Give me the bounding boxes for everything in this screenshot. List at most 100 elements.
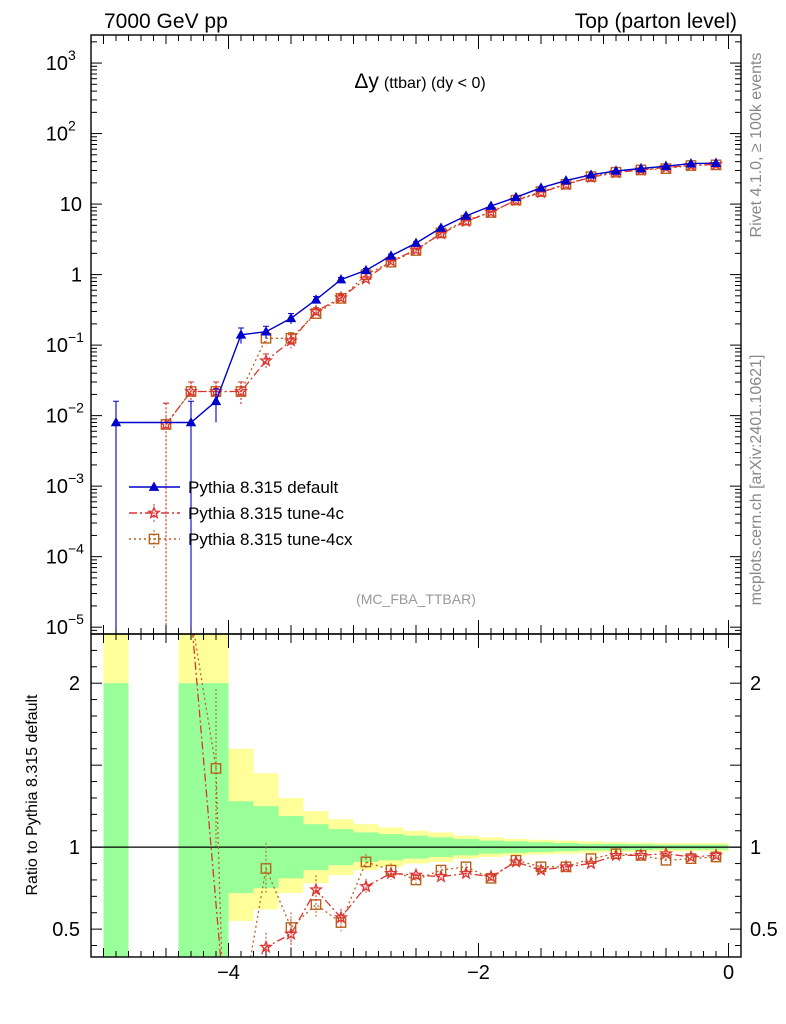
triangle-marker [260, 326, 272, 336]
star-marker [384, 866, 398, 880]
triangle-marker [285, 312, 297, 323]
lower-y-tick-label-right: 0.5 [750, 919, 778, 941]
series-0-line [116, 162, 717, 424]
lower-series-layer [192, 634, 723, 957]
triangle-marker [335, 274, 347, 284]
triangle-marker [435, 222, 447, 232]
star-marker [184, 384, 198, 398]
upper-y-tick-exponent: 2 [68, 118, 76, 134]
upper-y-tick-exponent: −3 [68, 470, 84, 486]
triangle-marker [148, 481, 160, 491]
star-marker [484, 204, 498, 219]
analysis-label: (MC_FBA_TTBAR) [356, 591, 476, 607]
star-marker [309, 882, 323, 896]
x-tick-label: −4 [217, 962, 240, 984]
upper-y-tick-label: 10 [46, 476, 68, 498]
square-marker [685, 853, 697, 864]
upper-y-tick-exponent: −1 [68, 329, 84, 345]
series-1-ratio-line [192, 634, 717, 957]
square-marker [260, 863, 272, 874]
lower-y-tick-label: 1 [69, 837, 80, 859]
square-marker [710, 851, 722, 863]
green-band-bin [203, 683, 229, 957]
square-marker [385, 864, 397, 876]
star-marker [534, 862, 548, 877]
star-marker [484, 869, 498, 883]
triangle-marker [110, 416, 122, 427]
triangle-marker [385, 250, 397, 260]
mcplots-source-label: mcplots.cern.ch [arXiv:2401.10621] [748, 355, 765, 606]
green-band-bin [178, 683, 204, 957]
star-marker [234, 384, 248, 398]
triangle-marker [485, 200, 497, 210]
series-2-upper [160, 159, 722, 634]
star-marker [434, 869, 448, 883]
star-marker [434, 226, 448, 240]
star-marker [284, 333, 298, 347]
upper-y-tick-label: 10 [60, 194, 82, 216]
legend-label-0: Pythia 8.315 default [188, 478, 339, 497]
triangle-marker [535, 182, 547, 192]
upper-y-tick-label: 10 [46, 124, 68, 146]
lower-y-tick-label-right: 1 [750, 837, 761, 859]
square-marker [360, 856, 372, 868]
lower-y-tick-label: 2 [69, 673, 80, 695]
series-2-line [165, 164, 717, 425]
star-marker [259, 353, 273, 367]
star-marker [559, 859, 573, 873]
triangle-marker [185, 416, 197, 427]
triangle-marker [360, 264, 372, 275]
square-marker [148, 533, 160, 545]
legend: Pythia 8.315 default Pythia 8.315 tune-4c… [129, 478, 353, 549]
star-marker [459, 866, 473, 880]
upper-y-tick-label: 1 [71, 265, 82, 287]
legend-label-2: Pythia 8.315 tune-4cx [188, 530, 353, 549]
rivet-version-label: Rivet 4.1.0, ≥ 100k events [748, 53, 765, 238]
star-marker [659, 846, 673, 860]
series-1-ratio [192, 634, 723, 957]
star-marker [409, 867, 423, 881]
triangle-marker [685, 158, 697, 168]
triangle-marker [585, 169, 597, 179]
star-marker [684, 849, 698, 863]
upper-y-tick-exponent: 3 [68, 47, 76, 63]
triangle-marker [210, 395, 222, 406]
x-tick-label: −2 [467, 962, 490, 984]
star-marker [584, 856, 598, 870]
triangle-marker [660, 160, 672, 171]
series-1-line [165, 163, 717, 425]
star-marker [359, 271, 373, 285]
star-marker [359, 879, 373, 893]
upper-y-tick-label: 10 [46, 406, 68, 428]
star-marker [147, 505, 161, 519]
triangle-marker [610, 165, 622, 175]
triangle-marker [560, 175, 572, 185]
plot-title-sub: (ttbar) (dy < 0) [384, 75, 486, 92]
star-marker [284, 926, 298, 941]
upper-y-tick-label: 10 [46, 335, 68, 357]
triangle-marker [510, 191, 522, 202]
square-marker [210, 763, 222, 774]
y-axis-label: Ratio to Pythia 8.315 default [24, 694, 41, 896]
triangle-marker [710, 157, 722, 168]
star-marker [259, 939, 273, 954]
triangle-marker [635, 162, 647, 173]
triangle-marker [410, 237, 422, 247]
plot-title-main: Δy [354, 70, 379, 93]
upper-y-tick-exponent: −2 [68, 400, 84, 416]
upper-y-tick-label: 10 [46, 617, 68, 639]
triangle-marker [460, 210, 472, 220]
star-marker [609, 847, 623, 862]
upper-y-tick-label: 10 [46, 53, 68, 75]
x-tick-label: 0 [723, 962, 734, 984]
green-band-bin [103, 683, 129, 957]
upper-y-tick-label: 10 [46, 547, 68, 569]
star-marker [309, 304, 323, 318]
star-marker [509, 854, 523, 868]
energy-label: 7000 GeV pp [104, 10, 228, 33]
upper-y-tick-exponent: −5 [68, 611, 84, 627]
triangle-marker [310, 294, 322, 304]
series-0-upper [110, 157, 722, 634]
star-marker [334, 290, 348, 304]
